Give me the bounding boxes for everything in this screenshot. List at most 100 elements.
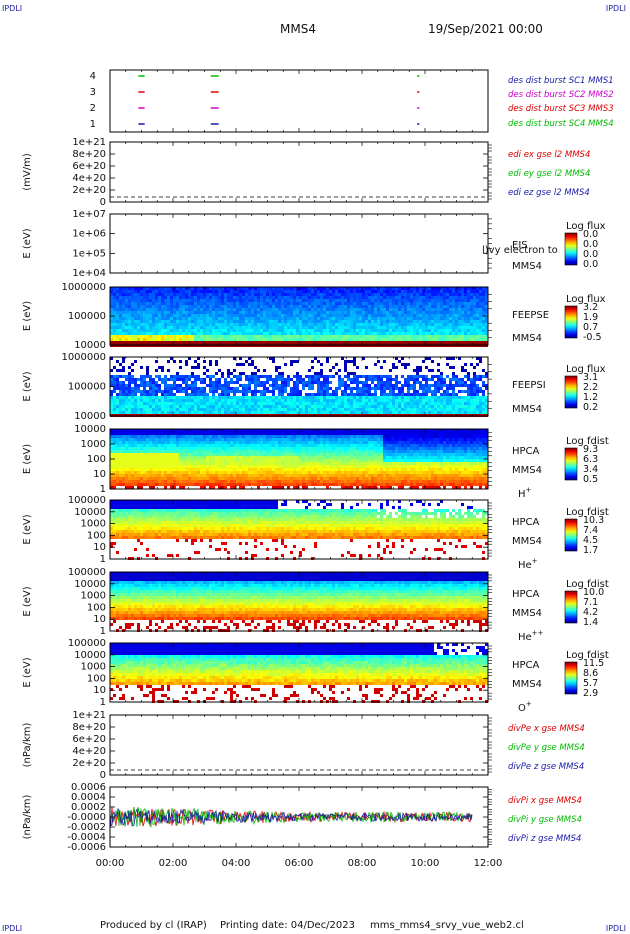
spectrogram-cell: [464, 326, 467, 329]
spectrogram-cell: [281, 314, 284, 317]
spectrogram-cell: [140, 405, 143, 408]
spectrogram-cell: [323, 302, 326, 305]
spectrogram-cell: [284, 305, 287, 308]
spectrogram-cell: [299, 296, 302, 299]
spectrogram-cell: [353, 314, 356, 317]
spectrogram-cell: [149, 378, 152, 381]
spectrogram-cell: [239, 363, 242, 366]
spectrogram-cell: [260, 341, 263, 344]
spectrogram-cell: [446, 302, 449, 305]
spectrogram-cell: [236, 381, 239, 384]
spectrogram-cell: [215, 396, 218, 399]
spectrogram-cell: [263, 408, 266, 411]
spectrogram-cell: [347, 311, 350, 314]
spectrogram-cell: [131, 290, 134, 293]
spectrogram-cell: [422, 326, 425, 329]
spectrogram-cell: [389, 308, 392, 311]
spectrogram-cell: [140, 408, 143, 411]
spectrogram-cell: [458, 320, 461, 323]
spectrogram-cell: [455, 314, 458, 317]
spectrogram-cell: [233, 411, 236, 414]
spectrogram-cell: [140, 396, 143, 399]
spectrogram-cell: [143, 314, 146, 317]
spectrogram-cell: [224, 317, 227, 320]
spectrogram-cell: [230, 335, 233, 338]
spectrogram-cell: [350, 335, 353, 338]
spectrogram-cell: [155, 405, 158, 408]
spectrogram-cell: [239, 357, 242, 360]
spectrogram-cell: [422, 405, 425, 408]
spectrogram-cell: [443, 399, 446, 402]
spectrogram-cell: [311, 399, 314, 402]
spectrogram-cell: [323, 408, 326, 411]
spectrogram-cell: [257, 369, 260, 372]
spectrogram-cell: [212, 332, 215, 335]
spectrogram-cell: [143, 396, 146, 399]
spectrogram-cell: [329, 408, 332, 411]
spectrogram-cell: [209, 408, 212, 411]
spectrogram-cell: [188, 335, 191, 338]
spectrogram-cell: [194, 299, 197, 302]
spectrogram-cell: [251, 335, 254, 338]
spectrogram-cell: [419, 320, 422, 323]
spectrogram-cell: [407, 381, 410, 384]
spectrogram-cell: [458, 378, 461, 381]
spectrogram-cell: [173, 396, 176, 399]
spectrogram-cell: [323, 393, 326, 396]
spectrogram-cell: [155, 311, 158, 314]
spectrogram-cell: [110, 329, 113, 332]
spectrogram-cell: [155, 438, 158, 441]
spectrogram-cell: [314, 287, 317, 290]
spectrogram-cell: [128, 341, 131, 344]
spectrogram-cell: [296, 335, 299, 338]
spectrogram-cell: [305, 335, 308, 338]
spectrogram-cell: [179, 338, 182, 341]
spectrogram-cell: [404, 396, 407, 399]
spectrogram-cell: [395, 329, 398, 332]
spectrogram-cell: [455, 399, 458, 402]
spectrogram-cell: [227, 308, 230, 311]
spectrogram-cell: [149, 311, 152, 314]
spectrogram-cell: [419, 338, 422, 341]
spectrogram-cell: [116, 323, 119, 326]
spectrogram-cell: [119, 381, 122, 384]
spectrogram-cell: [380, 317, 383, 320]
spectrogram-cell: [269, 329, 272, 332]
spectrogram-cell: [347, 308, 350, 311]
spectrogram-cell: [110, 429, 113, 432]
spectrogram-cell: [461, 341, 464, 344]
spectrogram-cell: [296, 299, 299, 302]
spectrogram-cell: [419, 411, 422, 414]
spectrogram-cell: [137, 287, 140, 290]
spectrogram-cell: [419, 366, 422, 369]
spectrogram-cell: [422, 317, 425, 320]
spectrogram-cell: [263, 314, 266, 317]
spectrogram-cell: [404, 290, 407, 293]
spectrogram-cell: [113, 384, 116, 387]
spectrogram-cell: [122, 450, 125, 453]
spectrogram-cell: [293, 308, 296, 311]
spectrogram-cell: [470, 326, 473, 329]
spectrogram-cell: [203, 341, 206, 344]
spectrogram-cell: [134, 317, 137, 320]
spectrogram-cell: [437, 293, 440, 296]
spectrogram-cell: [119, 338, 122, 341]
spectrogram-cell: [257, 320, 260, 323]
spectrogram-cell: [116, 375, 119, 378]
spectrogram-cell: [410, 338, 413, 341]
spectrogram-cell: [194, 290, 197, 293]
spectrogram-cell: [149, 290, 152, 293]
spectrogram-cell: [428, 314, 431, 317]
spectrogram-cell: [137, 329, 140, 332]
spectrogram-cell: [476, 287, 479, 290]
spectrogram-cell: [134, 474, 137, 477]
spectrogram-cell: [239, 311, 242, 314]
spectrogram-cell: [128, 378, 131, 381]
spectrogram-cell: [140, 447, 143, 450]
spectrogram-cell: [335, 335, 338, 338]
spectrogram-cell: [389, 320, 392, 323]
spectrogram-cell: [386, 338, 389, 341]
spectrogram-cell: [443, 305, 446, 308]
spectrogram-cell: [146, 459, 149, 462]
spectrogram-cell: [167, 329, 170, 332]
